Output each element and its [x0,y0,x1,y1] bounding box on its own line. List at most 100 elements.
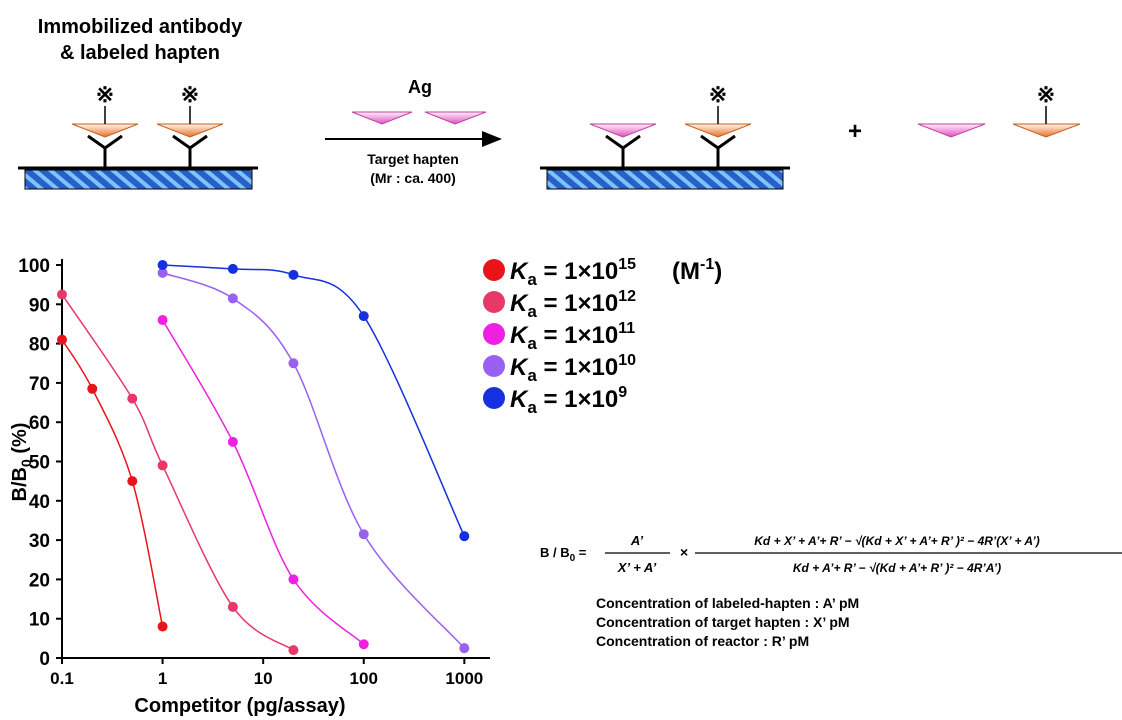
data-point [127,393,138,404]
formula-sub: 0 [570,553,576,564]
formula-den: Kd + A’+ R’ − √(Kd + A’+ R’ )² − 4R’A’) [793,561,1001,575]
formula-lhs: B / B0 = [540,545,587,564]
diagram-label: & labeled hapten [60,42,220,64]
data-point [127,476,138,487]
legend-part: K [510,354,529,381]
x-tick-label: 100 [350,669,378,688]
data-point [358,639,369,650]
data-point [358,311,369,322]
y-tick-label: 60 [29,413,50,434]
legend-sup: 10 [618,352,636,369]
plus: + [848,118,862,145]
series-line [161,319,365,645]
legend-part: = 1×10 [537,290,618,317]
formula: B / B0 = A’ X’ + A’ × Kd + X’ + A’+ R’ −… [540,533,1122,649]
formula-part: = [575,545,587,560]
x-tick-label: 1000 [445,669,483,688]
target-hapten [589,123,657,138]
formula-den: X’ + A’ [617,560,657,575]
legend-label: Ka = 1×1015 [510,256,636,289]
legend-part: = 1×10 [537,322,618,349]
legend-part: = 1×10 [537,386,618,413]
legend-part: K [510,386,529,413]
data-point [157,260,168,270]
antibody [87,134,123,168]
y-tick-label: 50 [29,453,50,474]
arrow-label: Target hapten [367,151,459,167]
legend-part: = 1×10 [537,354,618,381]
data-point [288,269,299,280]
series-line [162,272,465,649]
data-point [459,643,470,654]
y-tick-label: 90 [29,295,50,316]
diagram [18,106,1081,190]
legend-label: Ka = 1×1012 [510,288,636,321]
legend-part: K [510,290,529,317]
legend-sub: a [527,302,537,321]
x-tick-label: 1 [158,669,167,688]
data-point [57,334,67,345]
legend-part: ) [714,258,722,285]
legend-sup: -1 [700,256,714,273]
label-mark: ※ [1037,82,1055,107]
data-point [157,267,168,278]
series-line [61,339,164,627]
y-tick-label: 10 [29,610,50,631]
arrow-label: Ag [408,77,432,97]
x-axis-title: Competitor (pg/assay) [134,695,345,717]
legend-unit: (M-1) [672,256,722,285]
labeled-hapten [156,123,224,138]
antibody [700,134,736,168]
y-tick-label: 30 [29,531,50,552]
formula-part: B / B [540,545,570,560]
legend-marker [483,291,505,313]
data-point [57,289,67,300]
label-mark: ※ [709,82,727,107]
data-point [157,315,168,326]
legend-sup: 12 [618,288,636,305]
legend-part: K [510,322,529,349]
y-tick-label: 20 [29,570,50,591]
data-point [288,645,299,656]
arrow-label: (Mr : ca. 400) [370,170,456,186]
formula-num: A’ [630,533,644,548]
target-hapten [424,111,487,125]
data-point [157,621,168,632]
y-tick-label: 80 [29,335,50,356]
legend-label: Ka = 1×1011 [510,320,635,353]
antibody [172,134,208,168]
x-tick-label: 10 [254,669,273,688]
formula-note: Concentration of reactor : R’ pM [596,633,809,649]
legend-part: (M [672,258,700,285]
y-axis-title-sub: 0 [18,459,34,467]
legend-sub: a [527,270,537,289]
diagram-label: Immobilized antibody [38,16,243,38]
y-tick-label: 0 [39,649,50,670]
formula-times: × [680,544,688,560]
legend-marker [483,355,505,377]
data-point [227,263,238,274]
data-point [227,436,238,447]
labeled-hapten [1012,123,1081,138]
y-axis-title-part: B/B [9,467,31,501]
data-point [227,293,238,304]
legend-sup: 9 [618,384,627,401]
label-mark: ※ [96,82,114,107]
y-tick-label: 40 [29,492,50,513]
y-tick-label: 70 [29,374,50,395]
labeled-hapten [684,123,752,138]
legend-marker [483,259,505,281]
series-line [162,264,466,537]
y-axis-title: B/B0 (%) [9,423,34,502]
legend-sub: a [527,334,537,353]
label-mark: ※ [181,82,199,107]
data-point [87,383,98,394]
data-point [157,460,168,471]
plate [546,169,784,190]
legend-label: Ka = 1×1010 [510,352,636,385]
data-point [358,529,369,540]
legend-label: Ka = 1×109 [510,384,627,417]
data-point [227,601,238,612]
